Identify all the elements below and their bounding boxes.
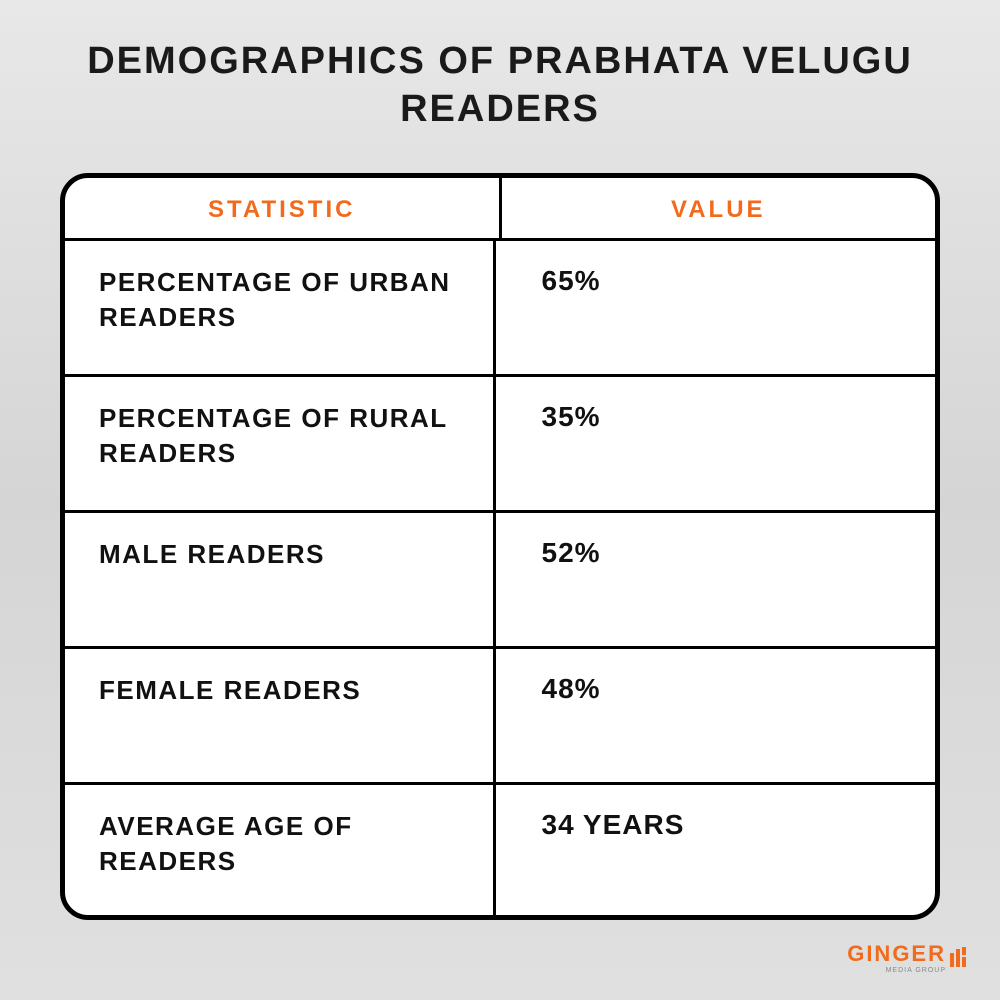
- header-statistic: STATISTIC: [65, 178, 502, 238]
- stat-value: 65%: [496, 241, 936, 374]
- stat-label: PERCENTAGE OF RURAL READERS: [65, 377, 496, 510]
- header-value: VALUE: [502, 178, 936, 238]
- table-header-row: STATISTIC VALUE: [65, 178, 935, 241]
- stat-value: 35%: [496, 377, 936, 510]
- table-row: MALE READERS 52%: [65, 513, 935, 649]
- page-title: DEMOGRAPHICS OF PRABHATA VELUGU READERS: [0, 0, 1000, 133]
- table-row: AVERAGE AGE OF READERS 34 YEARS: [65, 785, 935, 915]
- stat-label: AVERAGE AGE OF READERS: [65, 785, 496, 915]
- table-row: FEMALE READERS 48%: [65, 649, 935, 785]
- table-body: PERCENTAGE OF URBAN READERS 65% PERCENTA…: [65, 241, 935, 915]
- brand-logo: GINGER MEDIA GROUP: [847, 943, 972, 974]
- stat-value: 48%: [496, 649, 936, 782]
- table-row: PERCENTAGE OF RURAL READERS 35%: [65, 377, 935, 513]
- table-row: PERCENTAGE OF URBAN READERS 65%: [65, 241, 935, 377]
- stat-label: PERCENTAGE OF URBAN READERS: [65, 241, 496, 374]
- stat-value: 52%: [496, 513, 936, 646]
- demographics-table: STATISTIC VALUE PERCENTAGE OF URBAN READ…: [60, 173, 940, 920]
- logo-text: GINGER: [847, 943, 946, 965]
- stat-label: FEMALE READERS: [65, 649, 496, 782]
- bars-icon: [950, 947, 972, 971]
- stat-value: 34 YEARS: [496, 785, 936, 915]
- logo-subtext: MEDIA GROUP: [886, 967, 946, 974]
- stat-label: MALE READERS: [65, 513, 496, 646]
